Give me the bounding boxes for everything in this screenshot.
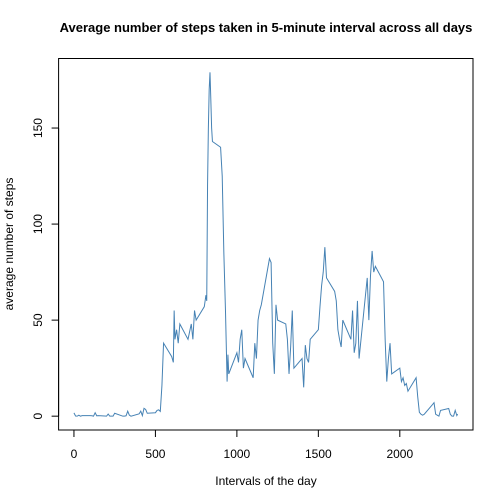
x-tick-label: 1500 [305,447,332,461]
x-tick-label: 2000 [386,447,413,461]
y-tick-label: 150 [31,118,45,138]
data-line [73,72,459,418]
x-tick-label: 500 [145,447,165,461]
x-tick-label: 1000 [224,447,251,461]
y-axis-label: average number of steps [2,178,16,311]
chart-title: Average number of steps taken in 5-minut… [60,20,473,35]
x-tick-label: 0 [71,447,78,461]
plot-box [58,58,474,431]
y-tick-label: 0 [31,413,45,420]
y-tick-label: 100 [31,214,45,234]
y-tick-label: 50 [31,313,45,327]
x-axis-label: Intervals of the day [215,474,316,488]
